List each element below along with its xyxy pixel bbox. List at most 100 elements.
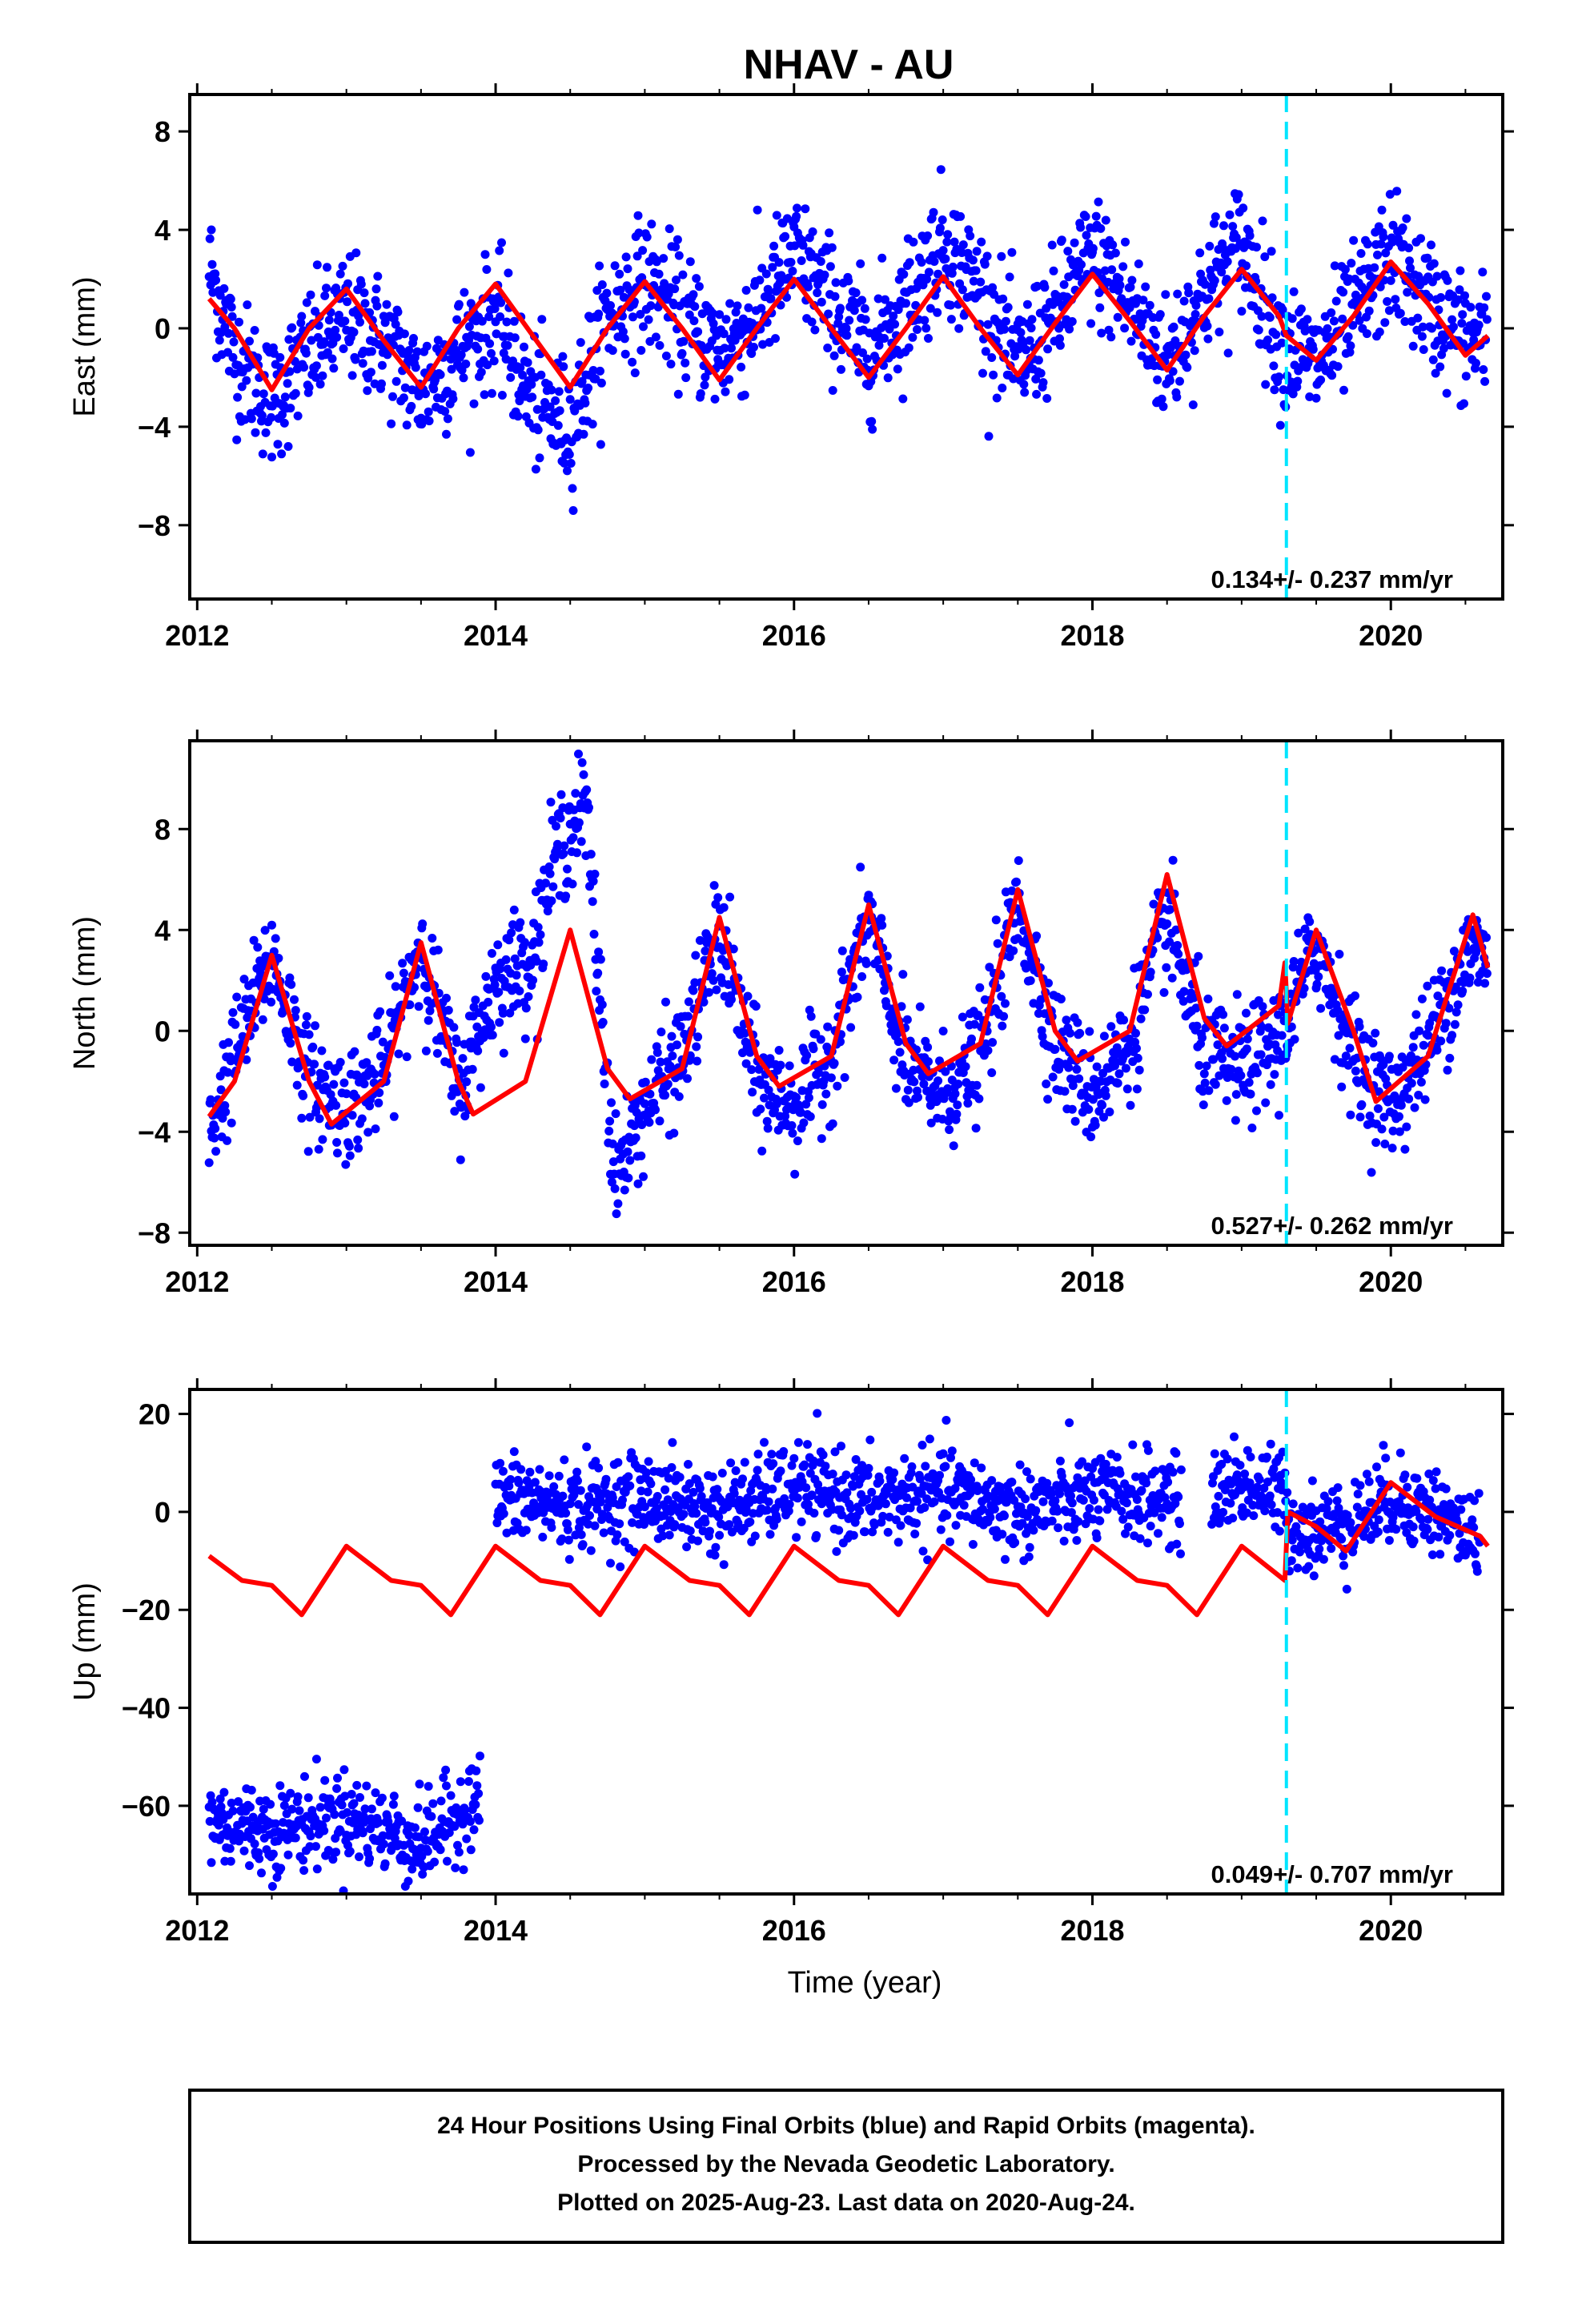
data-point — [373, 271, 383, 281]
data-point — [969, 276, 978, 286]
data-point — [625, 1481, 635, 1490]
data-point — [1437, 966, 1447, 975]
data-point — [620, 1185, 629, 1195]
data-point — [651, 332, 661, 342]
data-point — [1064, 1063, 1074, 1072]
data-point — [817, 297, 826, 307]
data-point — [1413, 313, 1423, 323]
data-point — [667, 1031, 677, 1041]
data-point — [1427, 324, 1436, 333]
data-point — [897, 1002, 906, 1011]
data-point — [933, 308, 942, 317]
data-point — [1074, 1074, 1084, 1084]
data-point — [665, 224, 674, 234]
data-point — [681, 358, 690, 368]
data-point — [1312, 979, 1322, 989]
data-point — [1165, 905, 1174, 915]
data-point — [679, 336, 689, 346]
data-point — [343, 297, 352, 307]
data-point — [678, 270, 688, 279]
data-point — [1414, 1091, 1423, 1100]
data-point — [340, 1791, 350, 1801]
data-point — [970, 1019, 979, 1029]
data-point — [967, 1034, 976, 1043]
data-point — [1088, 243, 1098, 253]
data-point — [1255, 1475, 1264, 1484]
data-point — [972, 247, 982, 256]
data-point — [832, 1546, 841, 1556]
data-point — [318, 1135, 327, 1144]
data-point — [641, 1468, 651, 1478]
data-point — [220, 1101, 230, 1110]
data-point — [909, 237, 918, 247]
data-point — [946, 315, 956, 324]
data-point — [1435, 362, 1445, 372]
data-point — [251, 428, 260, 437]
data-point — [1176, 1549, 1185, 1558]
data-point — [300, 1771, 309, 1781]
data-point — [312, 260, 322, 270]
data-point — [929, 207, 938, 217]
data-point — [1222, 1096, 1231, 1105]
data-point — [1404, 1094, 1414, 1104]
data-point — [999, 1011, 1009, 1021]
data-point — [379, 1839, 388, 1849]
data-point — [448, 394, 458, 404]
y-axis-label: North (mm) — [68, 916, 102, 1070]
data-point — [1450, 1019, 1460, 1029]
data-point — [311, 361, 321, 371]
data-point — [938, 215, 947, 224]
data-point — [693, 1032, 703, 1042]
data-point — [1237, 307, 1247, 316]
data-point — [801, 1483, 811, 1493]
data-point — [817, 1134, 826, 1144]
data-point — [1213, 1040, 1223, 1050]
data-point — [462, 1077, 472, 1087]
data-point — [690, 1502, 700, 1511]
data-point — [958, 240, 968, 250]
data-point — [472, 1766, 481, 1775]
data-point — [725, 1520, 734, 1530]
data-point — [1267, 247, 1276, 256]
data-point — [340, 1118, 350, 1128]
data-point — [1415, 1026, 1424, 1035]
data-point — [1414, 271, 1423, 281]
data-point — [1339, 287, 1348, 297]
data-point — [1311, 393, 1321, 403]
data-point — [793, 203, 801, 213]
data-point — [327, 354, 337, 364]
data-point — [905, 1503, 915, 1513]
data-point — [938, 1449, 948, 1458]
data-point — [375, 1088, 384, 1097]
data-point — [602, 288, 612, 298]
data-point — [570, 406, 580, 416]
data-point — [877, 253, 887, 263]
data-point — [798, 240, 808, 250]
data-point — [1242, 1008, 1251, 1018]
data-point — [363, 1128, 373, 1137]
data-point — [216, 1085, 226, 1095]
data-point — [629, 1547, 639, 1557]
data-point — [506, 372, 516, 382]
data-point — [377, 360, 387, 370]
data-point — [1065, 1418, 1074, 1428]
data-point — [985, 963, 994, 972]
data-point — [576, 1530, 586, 1539]
data-point — [893, 1028, 902, 1038]
data-point — [956, 211, 966, 221]
data-point — [748, 1088, 757, 1097]
data-point — [1223, 257, 1232, 267]
data-point — [343, 1807, 352, 1817]
data-point — [1373, 1104, 1383, 1113]
data-point — [1304, 1562, 1314, 1571]
data-point — [304, 1030, 314, 1039]
data-point — [946, 1453, 955, 1462]
data-point — [1162, 963, 1171, 972]
data-point — [968, 1540, 978, 1549]
data-point — [1274, 1010, 1283, 1019]
data-point — [319, 1826, 329, 1835]
data-point — [1106, 1022, 1116, 1031]
data-point — [1107, 265, 1117, 275]
data-point — [990, 1504, 999, 1514]
data-point — [1081, 212, 1090, 221]
